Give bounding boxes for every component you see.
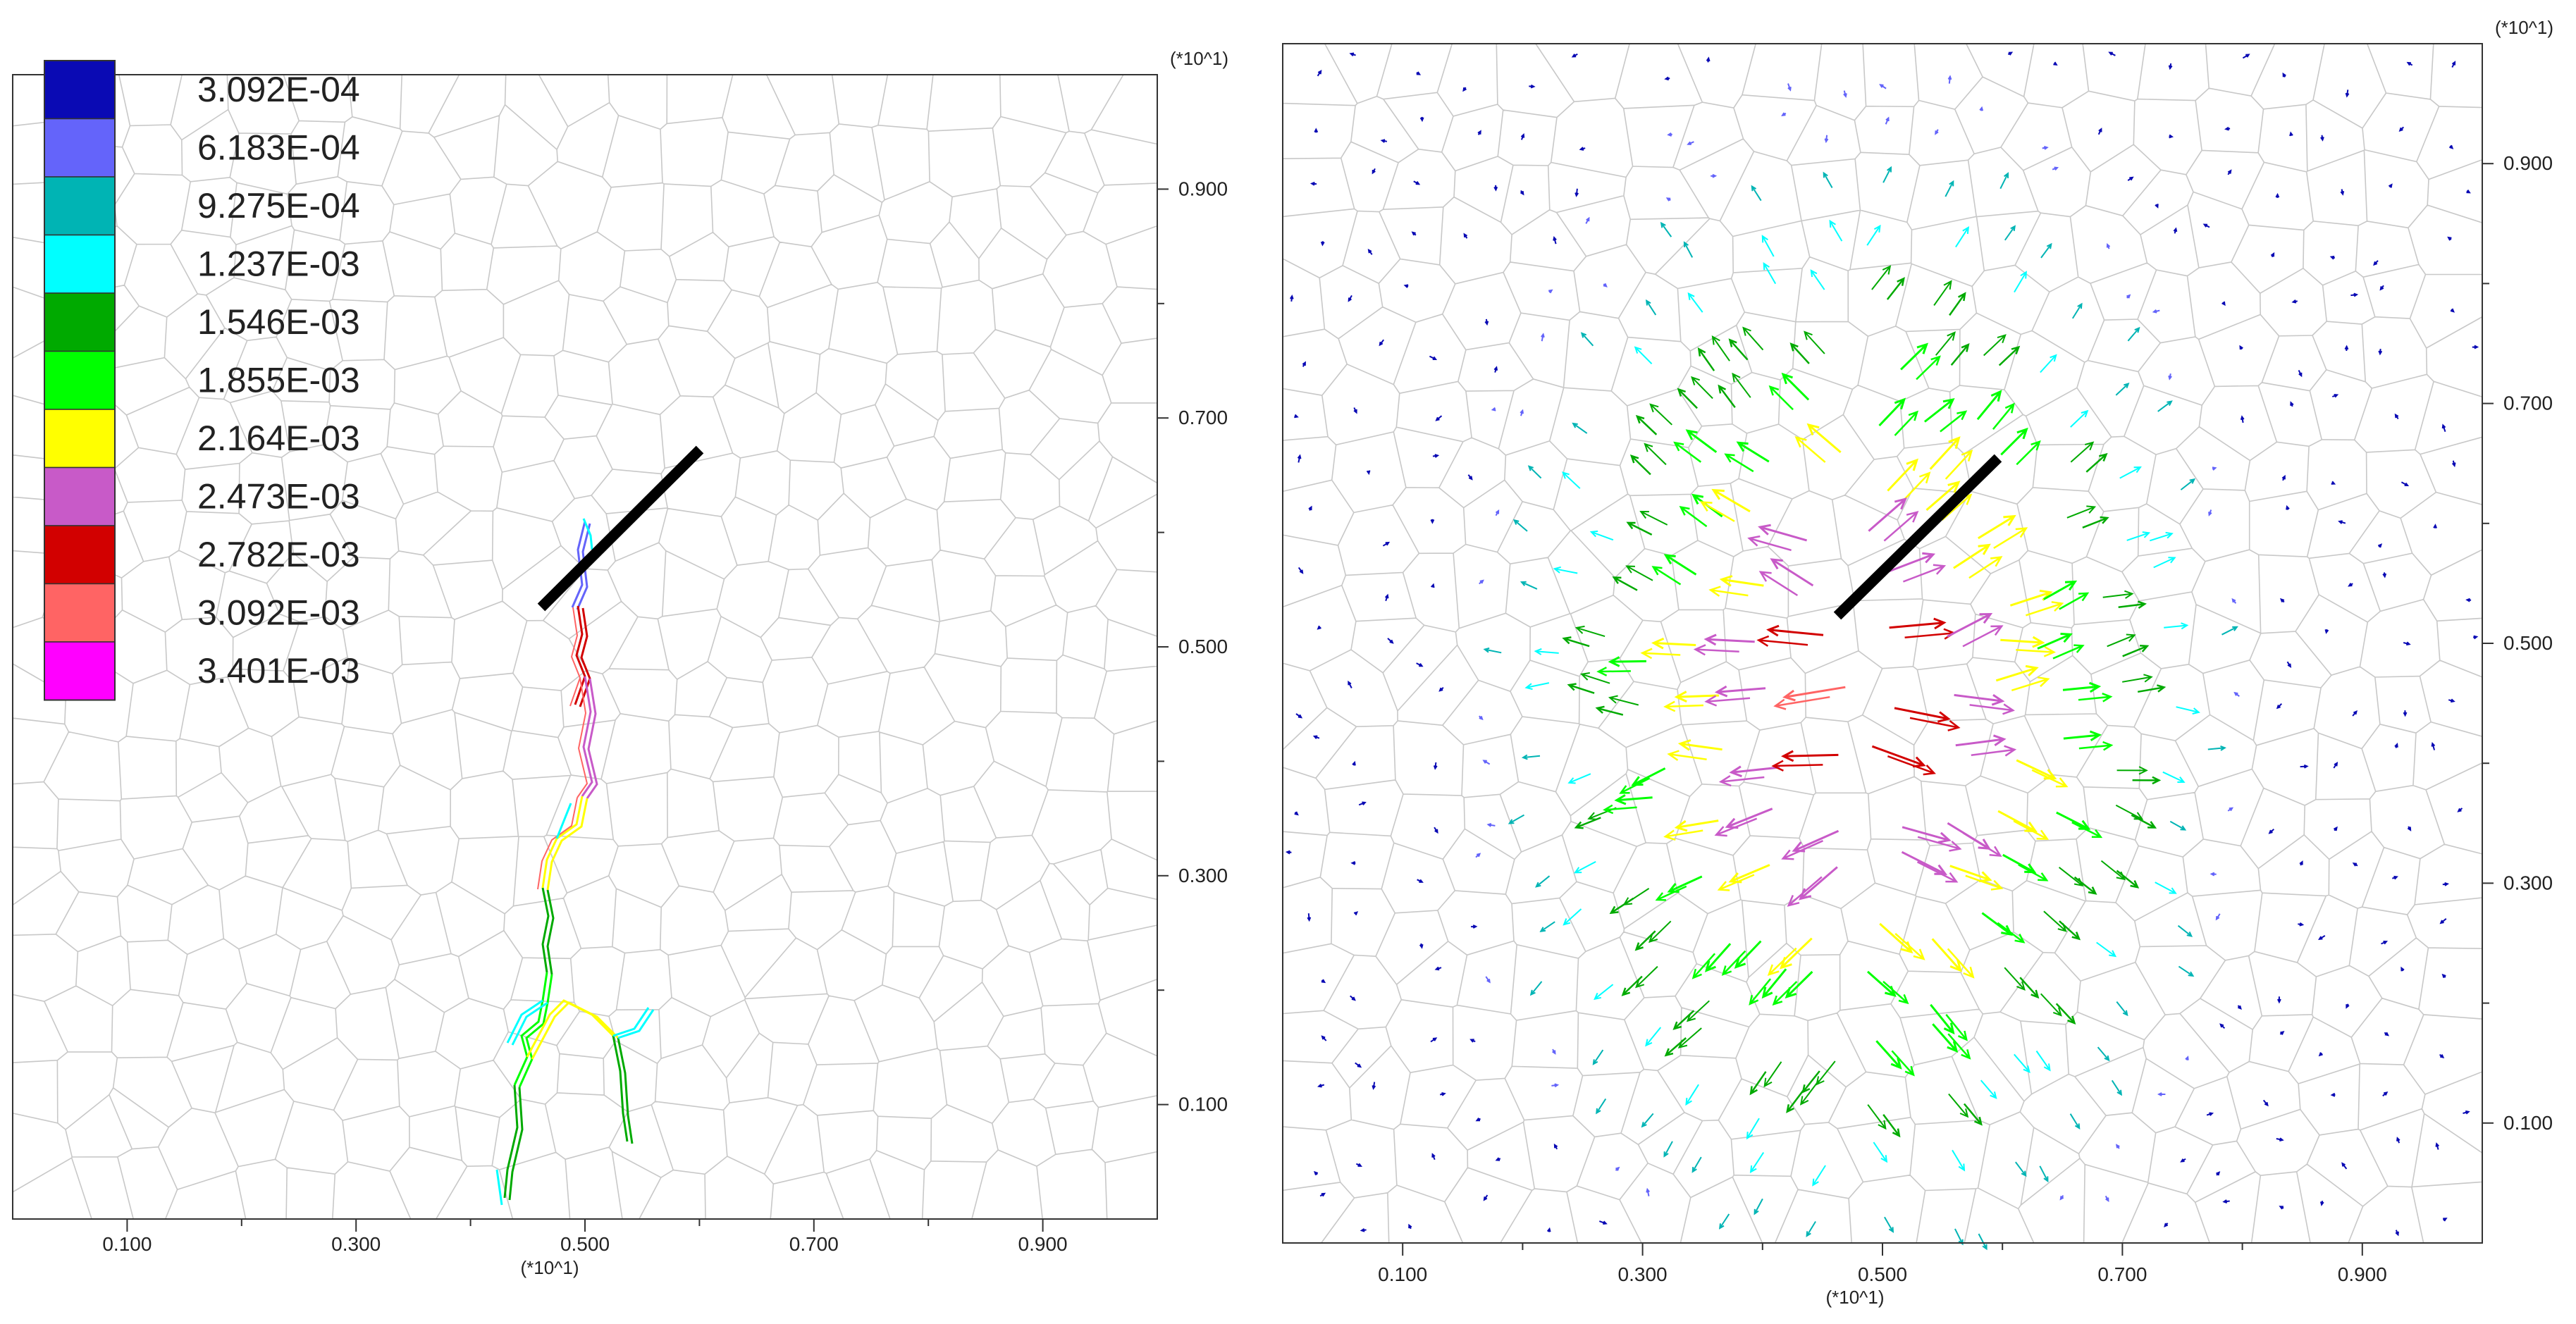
legend-swatch [44,525,116,585]
left-axes: 0.100 0.300 0.500 0.700 0.900 0.900 0.700 0.500… [102,178,1228,1255]
x-tick-label: 0.900 [2338,1263,2387,1285]
y-tick-label: 0.700 [2503,392,2553,414]
x-tick-label: 0.500 [1858,1263,1907,1285]
y-tick-label: 0.300 [2503,872,2553,893]
y-tick-label: 0.100 [2503,1112,2553,1134]
x-tick-label: 0.700 [789,1233,839,1255]
legend-value-label: 3.401E-03 [197,651,360,691]
legend-value-label: 2.473E-03 [197,477,360,516]
legend-swatch [44,641,116,701]
y-tick-label: 0.500 [2503,632,2553,654]
right-displacement-vectors [1285,51,2479,1251]
y-tick-label: 0.700 [1178,407,1228,428]
x-tick-label: 0.500 [560,1233,610,1255]
legend-value-label: 2.782E-03 [197,535,360,574]
x-tick-label: 0.100 [102,1233,152,1255]
x-tick-label: 0.100 [1378,1263,1427,1285]
legend-swatch [44,234,116,294]
legend-swatch [44,176,116,236]
right-x-multiplier: (*10^1) [1825,1287,1884,1308]
right-plot-frame [1282,43,2483,1244]
right-axes: 0.100 0.300 0.500 0.700 0.900 0.900 0.700 0.500… [1378,152,2553,1285]
right-y-multiplier: (*10^1) [2495,17,2553,38]
legend-value-label: 6.183E-04 [197,128,360,168]
legend-swatch [44,350,116,410]
x-tick-label: 0.700 [2097,1263,2147,1285]
x-tick-label: 0.900 [1018,1233,1068,1255]
legend-swatch [44,60,116,120]
right-voronoi-mesh [1282,43,2483,1244]
legend-value-label: 3.092E-03 [197,593,360,633]
y-tick-label: 0.900 [1178,178,1228,199]
legend-swatch [44,409,116,469]
y-tick-label: 0.100 [1178,1094,1228,1115]
y-tick-label: 0.900 [2503,152,2553,174]
legend-swatch [44,466,116,526]
x-tick-label: 0.300 [331,1233,381,1255]
left-crack-traces [495,518,655,1206]
left-y-multiplier: (*10^1) [1170,48,1228,69]
legend-swatch [44,118,116,178]
legend-value-label: 9.275E-04 [197,186,360,225]
color-legend: 3.092E-04 6.183E-04 9.275E-04 1.237E-03 1.54… [44,60,360,701]
legend-value-label: 2.164E-03 [197,419,360,458]
x-tick-label: 0.300 [1618,1263,1668,1285]
legend-swatch [44,583,116,643]
legend-value-label: 3.092E-04 [197,70,360,109]
legend-value-label: 1.546E-03 [197,302,360,342]
y-tick-label: 0.500 [1178,636,1228,657]
legend-swatch [44,292,116,352]
legend-value-label: 1.237E-03 [197,245,360,284]
y-tick-label: 0.300 [1178,865,1228,886]
left-x-multiplier: (*10^1) [520,1257,579,1278]
right-fracture-line [1833,454,2002,620]
left-fracture-line [537,445,704,612]
legend-value-label: 1.855E-03 [197,361,360,400]
